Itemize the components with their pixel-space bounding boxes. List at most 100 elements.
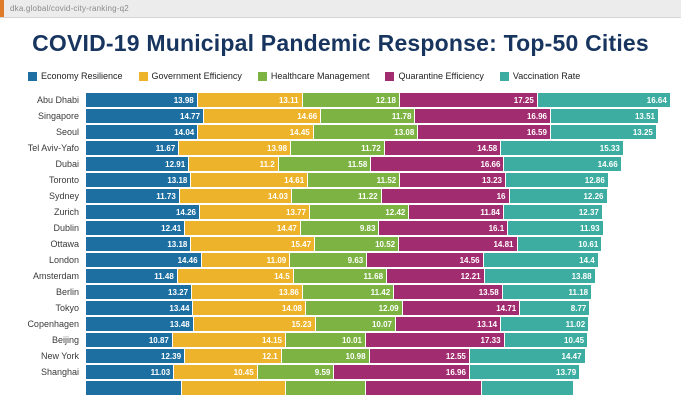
bar-segment[interactable]: 11.03 xyxy=(86,365,175,379)
bar-segment[interactable]: 14.04 xyxy=(86,125,199,139)
bar-segment[interactable]: 12.39 xyxy=(86,349,186,363)
bar-segment[interactable]: 14.46 xyxy=(86,253,202,267)
bar-segment[interactable]: 13.58 xyxy=(394,285,503,299)
bar-segment[interactable]: 12.86 xyxy=(506,173,609,187)
bar-segment[interactable]: 16.1 xyxy=(379,221,509,235)
bar-segment[interactable] xyxy=(285,381,366,395)
bar-segment[interactable]: 16.64 xyxy=(537,93,671,107)
bar-segment[interactable]: 9.63 xyxy=(290,253,368,267)
bar-segment[interactable]: 11.73 xyxy=(86,189,180,203)
bar-segment[interactable]: 11.68 xyxy=(293,269,388,283)
stacked-bar: 12.91 11.2 11.58 16.66 14.66 xyxy=(86,157,622,171)
bar-segment[interactable]: 16 xyxy=(381,189,510,203)
bar-segment[interactable]: 14.03 xyxy=(179,189,292,203)
bar-segment[interactable] xyxy=(481,381,574,395)
bar-segment[interactable]: 12.41 xyxy=(86,221,186,235)
bar-segment[interactable]: 14.08 xyxy=(193,301,306,315)
bar-segment[interactable]: 14.81 xyxy=(399,237,518,251)
bar-segment[interactable]: 13.14 xyxy=(396,317,502,331)
bar-segment[interactable]: 13.86 xyxy=(192,285,303,299)
bar-segment[interactable]: 13.11 xyxy=(197,93,303,107)
bar-segment[interactable]: 11.02 xyxy=(501,317,590,331)
bar-segment[interactable]: 12.21 xyxy=(387,269,485,283)
bar-segment[interactable]: 11.84 xyxy=(409,205,504,219)
segment-value: 14.03 xyxy=(267,191,288,201)
bar-segment[interactable]: 12.55 xyxy=(369,349,470,363)
bar-segment[interactable]: 11.09 xyxy=(201,253,291,267)
bar-segment[interactable]: 14.26 xyxy=(86,205,200,219)
bar-segment[interactable]: 16.59 xyxy=(418,125,551,139)
bar-segment[interactable]: 12.18 xyxy=(302,93,400,107)
bar-segment[interactable]: 13.98 xyxy=(86,93,198,107)
bar-segment[interactable]: 17.25 xyxy=(399,93,538,107)
bar-segment[interactable]: 13.08 xyxy=(313,125,419,139)
bar-segment[interactable]: 11.18 xyxy=(502,285,593,299)
bar-segment[interactable]: 13.44 xyxy=(86,301,194,315)
bar-segment[interactable]: 14.4 xyxy=(483,253,599,267)
bar-segment[interactable]: 15.33 xyxy=(501,141,624,155)
bar-segment[interactable]: 15.47 xyxy=(191,237,316,251)
bar-segment[interactable]: 13.88 xyxy=(484,269,596,283)
bar-segment[interactable]: 13.48 xyxy=(86,317,194,331)
bar-segment[interactable]: 11.93 xyxy=(508,221,604,235)
segment-value: 12.09 xyxy=(378,303,399,313)
bar-segment[interactable]: 16.66 xyxy=(371,157,505,171)
bar-segment[interactable]: 9.59 xyxy=(257,365,335,379)
bar-segment[interactable]: 13.18 xyxy=(86,173,192,187)
bar-segment[interactable]: 11.72 xyxy=(291,141,385,155)
bar-segment[interactable]: 10.98 xyxy=(281,349,370,363)
bar-segment[interactable]: 14.58 xyxy=(384,141,502,155)
bar-segment[interactable]: 14.15 xyxy=(172,333,286,347)
bar-segment[interactable]: 11.42 xyxy=(302,285,395,299)
bar-segment[interactable]: 11.48 xyxy=(86,269,178,283)
bar-segment[interactable]: 11.2 xyxy=(189,157,279,171)
bar-segment[interactable]: 13.79 xyxy=(469,365,581,379)
bar-segment[interactable]: 10.87 xyxy=(86,333,173,347)
bar-segment[interactable]: 13.98 xyxy=(179,141,292,155)
bar-segment[interactable]: 17.33 xyxy=(366,333,505,347)
bar-segment[interactable]: 9.83 xyxy=(300,221,380,235)
bar-segment[interactable]: 14.61 xyxy=(191,173,309,187)
bar-segment[interactable]: 13.18 xyxy=(86,237,192,251)
bar-segment[interactable]: 14.56 xyxy=(367,253,484,267)
bar-segment[interactable]: 10.01 xyxy=(286,333,367,347)
bar-segment[interactable]: 14.47 xyxy=(185,221,301,235)
bar-segment[interactable]: 13.77 xyxy=(200,205,311,219)
bar-segment[interactable]: 13.51 xyxy=(551,109,660,123)
bar-segment[interactable]: 13.23 xyxy=(400,173,507,187)
bar-segment[interactable]: 14.77 xyxy=(86,109,205,123)
bar-segment[interactable]: 11.78 xyxy=(321,109,416,123)
bar-segment[interactable]: 14.66 xyxy=(504,157,622,171)
bar-segment[interactable]: 12.42 xyxy=(310,205,410,219)
bar-segment[interactable]: 10.61 xyxy=(517,237,603,251)
bar-segment[interactable]: 12.91 xyxy=(86,157,190,171)
bar-segment[interactable]: 14.66 xyxy=(204,109,322,123)
bar-segment[interactable]: 10.07 xyxy=(315,317,396,331)
bar-segment[interactable]: 16.96 xyxy=(334,365,470,379)
bar-segment[interactable]: 11.22 xyxy=(291,189,382,203)
bar-segment[interactable]: 13.27 xyxy=(86,285,193,299)
bar-segment[interactable]: 12.26 xyxy=(509,189,608,203)
bar-segment[interactable]: 13.25 xyxy=(550,125,657,139)
bar-segment[interactable]: 10.45 xyxy=(174,365,258,379)
bar-segment[interactable]: 14.71 xyxy=(402,301,521,315)
bar-segment[interactable]: 11.67 xyxy=(86,141,180,155)
segment-value: 9.59 xyxy=(314,367,331,377)
bar-segment[interactable] xyxy=(181,381,286,395)
url-text[interactable]: dka.global/covid-city-ranking-q2 xyxy=(10,4,129,13)
bar-segment[interactable]: 10.45 xyxy=(504,333,589,347)
bar-segment[interactable]: 16.96 xyxy=(415,109,552,123)
bar-segment[interactable]: 10.52 xyxy=(315,237,400,251)
bar-segment[interactable]: 12.09 xyxy=(306,301,403,315)
bar-segment[interactable] xyxy=(365,381,482,395)
bar-segment[interactable]: 14.5 xyxy=(177,269,294,283)
bar-segment[interactable]: 15.23 xyxy=(193,317,316,331)
bar-segment[interactable] xyxy=(86,381,182,395)
bar-segment[interactable]: 11.52 xyxy=(308,173,401,187)
bar-segment[interactable]: 12.37 xyxy=(504,205,603,219)
bar-segment[interactable]: 8.77 xyxy=(520,301,591,315)
bar-segment[interactable]: 14.45 xyxy=(198,125,314,139)
bar-segment[interactable]: 11.58 xyxy=(278,157,372,171)
bar-segment[interactable]: 14.47 xyxy=(469,349,586,363)
bar-segment[interactable]: 12.1 xyxy=(185,349,282,363)
